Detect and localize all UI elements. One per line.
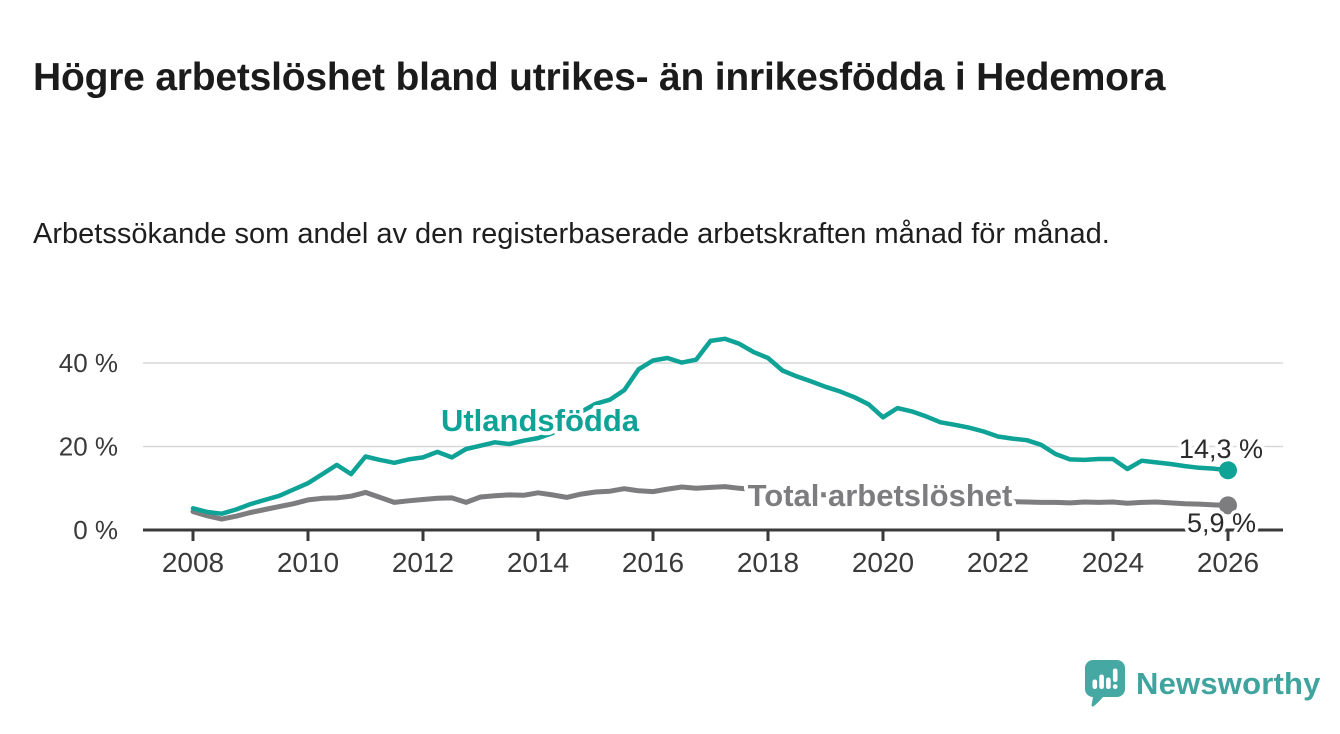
x-tick-label: 2010: [277, 547, 339, 578]
series-label-1: Utlandsfödda: [441, 403, 640, 438]
y-tick-label: 20 %: [59, 432, 118, 462]
y-tick-label: 0 %: [73, 515, 118, 545]
x-tick-label: 2018: [737, 547, 799, 578]
series-end-label-0: 5,9 %: [1187, 508, 1256, 538]
series-end-dot-1: [1219, 461, 1237, 480]
series-line-1: [190, 336, 1231, 516]
series-end-label-1: 14,3 %: [1179, 434, 1263, 464]
bar-chart-speech-bubble-icon: [1085, 660, 1125, 707]
x-tick-label: 2024: [1082, 547, 1144, 578]
x-tick-label: 2020: [852, 547, 914, 578]
series-end-dot-0: [1219, 496, 1237, 515]
page-title: Högre arbetslöshet bland utrikes- än inr…: [33, 56, 1166, 100]
brand-name: Newsworthy: [1136, 666, 1321, 701]
x-tick-label: 2012: [392, 547, 454, 578]
x-tick-label: 2022: [967, 547, 1029, 578]
brand-logo[interactable]: Newsworthy: [1085, 660, 1321, 708]
x-tick-label: 2016: [622, 547, 684, 578]
page-subtitle: Arbetssökande som andel av den registerb…: [33, 218, 1110, 250]
y-tick-label: 40 %: [59, 348, 118, 378]
x-tick-label: 2008: [162, 547, 224, 578]
x-tick-label: 2026: [1197, 547, 1259, 578]
series-line-0: [190, 484, 1231, 522]
x-tick-label: 2014: [507, 547, 569, 578]
series-label-0: Total arbetslöshet: [748, 478, 1013, 513]
